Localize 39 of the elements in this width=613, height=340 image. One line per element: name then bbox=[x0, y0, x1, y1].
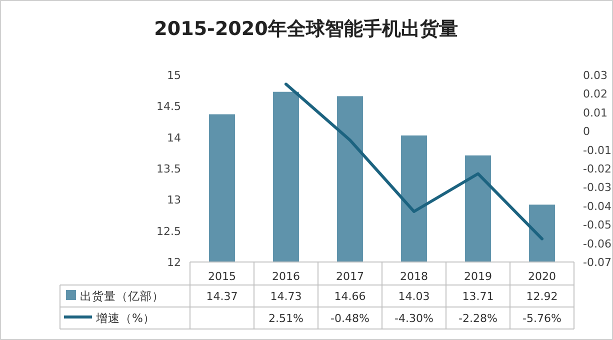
legend-label: 增速（%） bbox=[95, 311, 155, 325]
y2-tick-label: -0.03 bbox=[583, 181, 612, 194]
x-tick-label: 2016 bbox=[272, 270, 300, 283]
data-label: -4.30% bbox=[394, 312, 434, 325]
x-tick-label: 2018 bbox=[400, 270, 428, 283]
y2-tick-label: -0.06 bbox=[583, 237, 612, 250]
y-tick-label: 15 bbox=[167, 69, 181, 82]
x-tick-label: 2017 bbox=[336, 270, 364, 283]
x-tick-label: 2015 bbox=[208, 270, 236, 283]
chart-title: 2015-2020年全球智能手机出货量 bbox=[154, 18, 458, 40]
y2-tick-label: -0.04 bbox=[583, 200, 612, 213]
y2-tick-label: 0.02 bbox=[583, 88, 608, 101]
y2-tick-label: 0.03 bbox=[583, 69, 608, 82]
data-label: -0.48% bbox=[330, 312, 370, 325]
data-label: 13.71 bbox=[462, 290, 494, 303]
x-tick-label: 2020 bbox=[528, 270, 556, 283]
line-series bbox=[284, 82, 544, 240]
data-label: 2.51% bbox=[268, 312, 304, 325]
y-tick-label: 14 bbox=[167, 131, 181, 144]
legend-label: 出货量（亿部） bbox=[80, 289, 164, 303]
y2-tick-label: 0 bbox=[583, 125, 590, 138]
data-label: 14.66 bbox=[334, 290, 366, 303]
data-label: 14.73 bbox=[270, 290, 302, 303]
y2-tick-label: -0.01 bbox=[583, 144, 612, 157]
y2-tick-label: -0.02 bbox=[583, 162, 612, 176]
y2-tick-label: -0.07 bbox=[583, 256, 612, 269]
y-tick-label: 14.5 bbox=[156, 100, 181, 114]
data-label: -5.76% bbox=[522, 312, 562, 325]
data-label: 12.92 bbox=[526, 290, 558, 303]
data-label: -2.28% bbox=[458, 312, 498, 325]
data-label: 14.37 bbox=[206, 290, 238, 303]
y-tick-label: 12.5 bbox=[156, 224, 181, 238]
x-tick-label: 2019 bbox=[464, 270, 492, 283]
y-tick-label: 13.5 bbox=[156, 162, 181, 176]
y-tick-label: 13 bbox=[167, 194, 181, 207]
y2-tick-label: 0.01 bbox=[583, 106, 608, 120]
y-tick-label: 12 bbox=[167, 256, 181, 269]
data-label: 14.03 bbox=[398, 290, 430, 303]
y2-tick-label: -0.05 bbox=[583, 218, 612, 232]
